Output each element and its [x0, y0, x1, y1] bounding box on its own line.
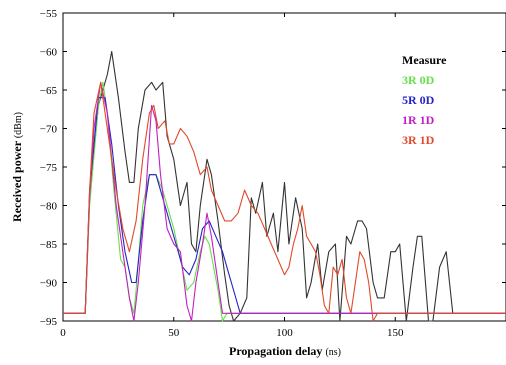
- y-tick-label: −60: [40, 47, 58, 59]
- legend: Measure 3R 0D 5R 0D 1R 1D 3R 1D: [402, 53, 447, 147]
- x-tick-label: 0: [60, 327, 66, 339]
- y-axis-title-text: Received power: [10, 140, 24, 222]
- x-axis-unit: (ns): [325, 347, 341, 358]
- tick-layer: −55 −60 −65 −70 −75 −80 −85 −90 −950 50 100 150: [40, 8, 506, 339]
- x-tick-label: 100: [276, 327, 293, 339]
- legend-entry-1r-1d: 1R 1D: [402, 113, 435, 127]
- y-axis-title: Received power (dBm): [10, 112, 24, 222]
- legend-entry-3r-1d: 3R 1D: [402, 133, 435, 147]
- series-line-3r-1d: [63, 81, 506, 322]
- x-tick-label: 150: [387, 327, 404, 339]
- y-axis-unit: (dBm): [13, 112, 24, 138]
- y-tick-label: −75: [40, 162, 58, 174]
- legend-entry-5r-0d: 5R 0D: [402, 93, 435, 107]
- x-tick-label: 50: [168, 327, 180, 339]
- y-tick-label: −95: [40, 316, 58, 328]
- series-line-1r-1d: [63, 81, 506, 322]
- y-tick-label: −85: [40, 239, 58, 251]
- y-tick-label: −80: [40, 201, 58, 213]
- series-line-3r-0d: [63, 81, 506, 322]
- series-line-measure: [63, 50, 506, 322]
- series-layer: [63, 50, 506, 322]
- x-axis-title-text: Propagation delay: [229, 344, 322, 358]
- legend-entry-3r-0d: 3R 0D: [402, 73, 435, 87]
- y-tick-label: −90: [40, 278, 58, 290]
- x-axis-title: Propagation delay (ns): [229, 344, 341, 358]
- y-tick-label: −65: [40, 85, 58, 97]
- legend-title: Measure: [402, 53, 447, 67]
- series-line-5r-0d: [63, 97, 506, 314]
- y-tick-label: −70: [40, 124, 58, 136]
- y-tick-label: −55: [40, 8, 58, 20]
